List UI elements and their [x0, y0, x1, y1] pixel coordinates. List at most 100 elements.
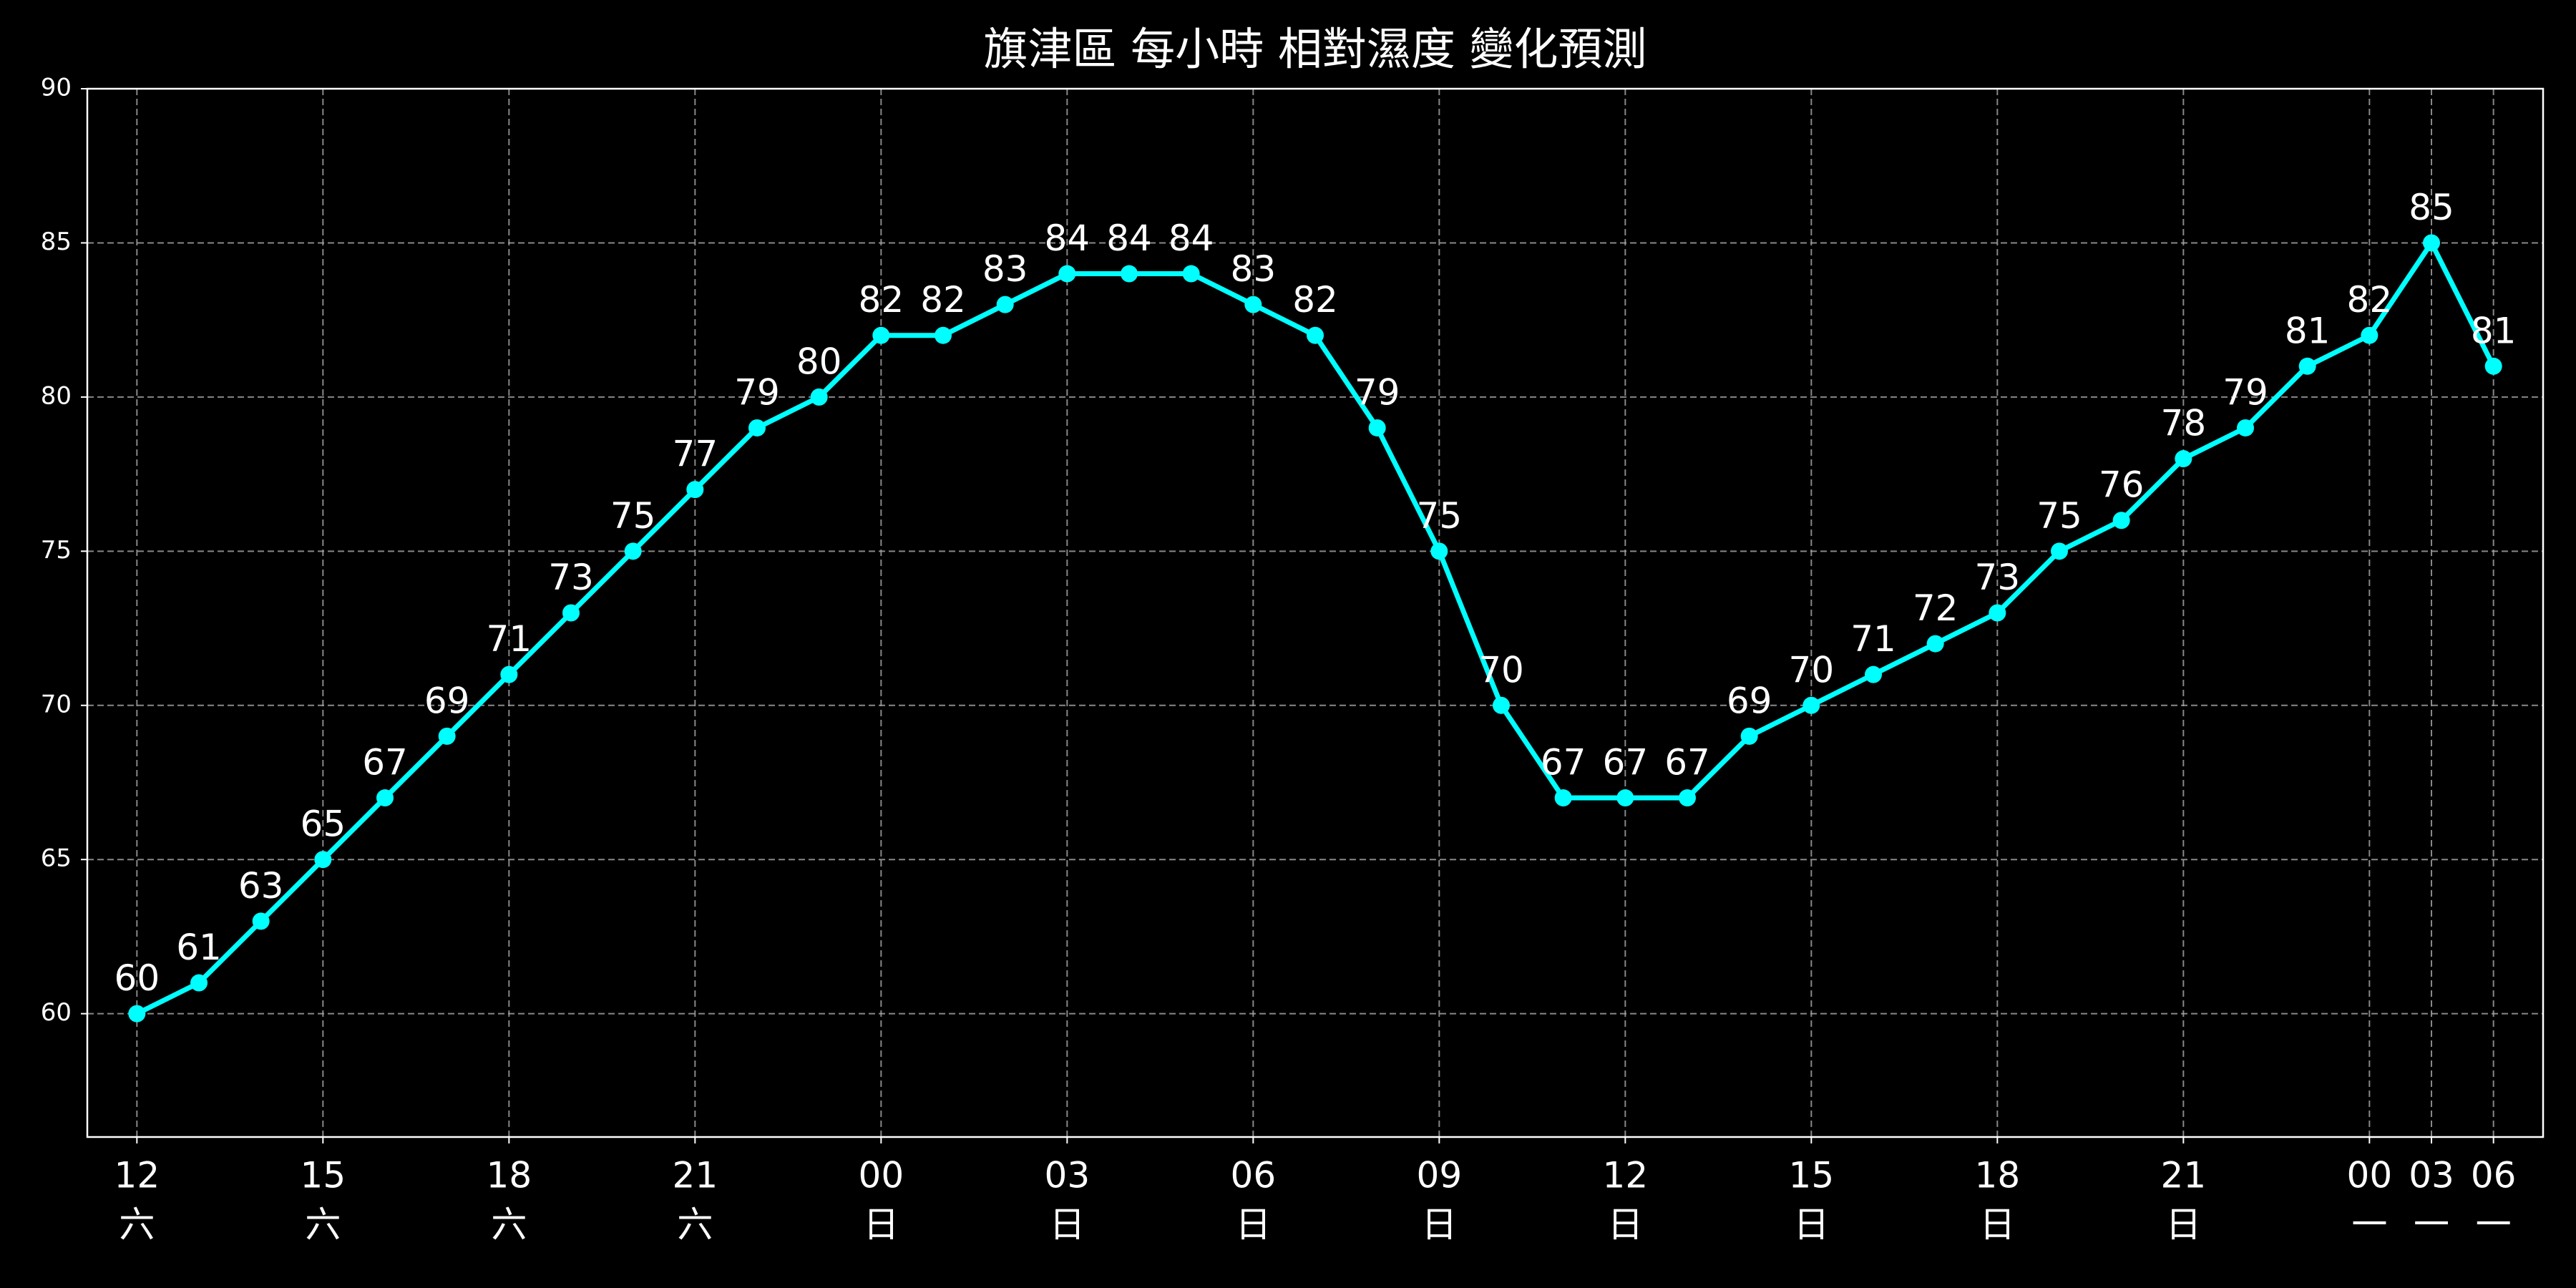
x-tick-day: 一 — [2351, 1204, 2387, 1246]
value-label: 77 — [673, 434, 718, 475]
data-point — [748, 419, 766, 436]
x-tick-day: 日 — [2165, 1204, 2201, 1246]
x-tick-label: 03 — [1045, 1155, 1091, 1196]
value-label: 73 — [548, 557, 594, 598]
value-label: 69 — [424, 680, 470, 721]
value-label: 84 — [1045, 218, 1091, 259]
data-point — [1926, 635, 1944, 653]
data-point — [1121, 265, 1138, 283]
value-label: 63 — [238, 865, 284, 907]
data-point — [562, 604, 580, 622]
x-tick-day: 一 — [2414, 1204, 2449, 1246]
data-point — [1865, 665, 1882, 683]
data-point — [500, 665, 518, 683]
data-point — [872, 326, 890, 344]
y-tick-label: 70 — [41, 690, 72, 718]
x-tick-day: 日 — [863, 1204, 899, 1246]
value-label: 70 — [1478, 649, 1524, 691]
value-label: 84 — [1106, 218, 1152, 259]
x-tick-label: 03 — [2409, 1155, 2454, 1196]
data-point — [1616, 789, 1634, 807]
x-tick-day: 六 — [491, 1204, 527, 1246]
data-point — [810, 388, 828, 406]
data-point — [2051, 542, 2068, 560]
x-tick-label: 15 — [301, 1155, 346, 1196]
x-tick-label: 12 — [114, 1155, 160, 1196]
x-tick-day: 六 — [305, 1204, 341, 1246]
data-point — [438, 727, 456, 745]
y-tick-label: 65 — [41, 844, 72, 873]
value-label: 73 — [1975, 557, 2021, 598]
value-label: 83 — [982, 248, 1028, 290]
data-point — [1802, 696, 1820, 714]
x-tick-label: 15 — [1789, 1155, 1835, 1196]
value-label: 61 — [176, 927, 222, 968]
value-label: 69 — [1727, 680, 1772, 721]
x-tick-label: 00 — [859, 1155, 904, 1196]
data-point — [376, 789, 394, 807]
value-label: 81 — [2471, 310, 2517, 351]
data-point — [128, 1005, 146, 1023]
data-point — [1679, 789, 1696, 807]
data-point — [1430, 542, 1448, 560]
y-tick-label: 75 — [41, 536, 72, 565]
x-tick-label: 21 — [2161, 1155, 2207, 1196]
data-point — [935, 326, 952, 344]
data-point — [252, 912, 270, 930]
value-label: 81 — [2285, 310, 2331, 351]
data-point — [1058, 265, 1076, 283]
x-tick-day: 一 — [2476, 1204, 2512, 1246]
data-point — [1989, 604, 2006, 622]
value-label: 80 — [796, 341, 842, 382]
plot-frame — [86, 87, 2545, 1138]
value-label: 78 — [2161, 403, 2207, 444]
x-tick-day: 日 — [1421, 1204, 1457, 1246]
value-label: 83 — [1231, 248, 1277, 290]
x-tick-day: 日 — [1607, 1204, 1643, 1246]
value-label: 82 — [2347, 279, 2393, 321]
value-label: 70 — [1789, 649, 1835, 691]
data-point — [1307, 326, 1324, 344]
y-tick-label: 85 — [41, 228, 72, 256]
value-label: 65 — [301, 804, 346, 845]
data-point — [1493, 696, 1510, 714]
value-label: 67 — [1541, 742, 1586, 784]
value-label: 75 — [1417, 495, 1463, 537]
x-tick-label: 06 — [1231, 1155, 1277, 1196]
x-tick-day: 六 — [119, 1204, 155, 1246]
value-label: 79 — [734, 371, 780, 413]
data-point — [2484, 357, 2502, 375]
value-label: 76 — [2099, 464, 2145, 506]
data-point — [996, 296, 1014, 313]
data-point — [1182, 265, 1200, 283]
data-point — [1740, 727, 1758, 745]
data-point — [2175, 450, 2192, 468]
x-tick-label: 09 — [1417, 1155, 1463, 1196]
value-label: 85 — [2409, 187, 2454, 228]
value-label: 79 — [1355, 371, 1400, 413]
value-label: 67 — [1664, 742, 1710, 784]
data-point — [314, 851, 332, 869]
value-label: 82 — [859, 279, 904, 321]
value-label: 82 — [1292, 279, 1338, 321]
x-tick-label: 00 — [2347, 1155, 2393, 1196]
data-point — [624, 542, 642, 560]
value-label: 71 — [487, 618, 532, 660]
x-tick-day: 日 — [1793, 1204, 1829, 1246]
x-tick-label: 18 — [487, 1155, 532, 1196]
data-point — [2112, 512, 2130, 530]
value-label: 84 — [1169, 218, 1214, 259]
chart-title: 旗津區 每小時 相對濕度 變化預測 — [983, 23, 1646, 75]
data-point — [1244, 296, 1262, 313]
data-point — [2237, 419, 2254, 436]
x-tick-label: 18 — [1975, 1155, 2021, 1196]
value-label: 82 — [920, 279, 966, 321]
value-label: 67 — [362, 742, 408, 784]
data-point — [1368, 419, 1386, 436]
value-label: 72 — [1913, 587, 1958, 629]
x-tick-label: 21 — [673, 1155, 718, 1196]
value-label: 67 — [1603, 742, 1649, 784]
x-tick-label: 06 — [2471, 1155, 2517, 1196]
